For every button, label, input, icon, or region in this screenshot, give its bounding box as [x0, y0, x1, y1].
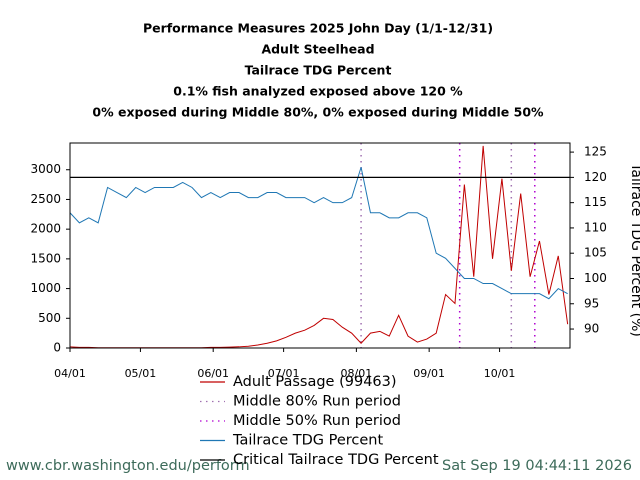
footer-timestamp: Sat Sep 19 04:44:11 2026 — [442, 458, 632, 474]
y-tick-label: 2000 — [30, 222, 61, 236]
y2-tick-label: 125 — [584, 145, 607, 159]
y-tick-label: 3000 — [30, 162, 61, 176]
subtitle: 0% exposed during Middle 80%, 0% exposed… — [92, 105, 544, 120]
y2-tick-label: 115 — [584, 195, 607, 209]
footer-url: www.cbr.washington.edu/perform — [6, 458, 250, 474]
data-line — [69, 145, 569, 349]
subtitle: Adult Steelhead — [261, 42, 374, 57]
y2-tick-label: 90 — [584, 322, 599, 336]
x-tick-label: 07/01 — [268, 367, 300, 380]
x-tick-label: 05/01 — [125, 367, 157, 380]
x-tick-label: 09/01 — [413, 367, 445, 380]
data-line — [69, 167, 568, 300]
y2-tick-label: 105 — [584, 246, 607, 260]
legend-label: Adult Passage (99463) — [233, 374, 397, 390]
x-tick-label: 10/01 — [484, 367, 516, 380]
legend-label: Tailrace TDG Percent — [232, 433, 383, 449]
x-tick-label: 06/01 — [197, 367, 229, 380]
subtitle: Tailrace TDG Percent — [245, 63, 392, 78]
y-tick-label: 2500 — [30, 192, 61, 206]
y2-tick-label: 100 — [584, 271, 607, 285]
y2-tick-label: 120 — [584, 170, 607, 184]
y2-tick-label: 95 — [584, 296, 599, 310]
plot-frame — [69, 142, 571, 349]
chart-title: Performance Measures 2025 John Day (1/1-… — [143, 21, 493, 36]
subtitle: 0.1% fish analyzed exposed above 120 % — [173, 84, 463, 99]
legend-label: Critical Tailrace TDG Percent — [233, 452, 439, 468]
x-tick-label: 08/01 — [341, 367, 373, 380]
legend-label: Middle 80% Run period — [233, 394, 401, 410]
y-tick-label: 0 — [53, 341, 61, 355]
y2-axis-label: Tailrace TDG Percent (%) — [628, 162, 640, 337]
y2-tick-label: 110 — [584, 220, 607, 234]
x-tick-label: 04/01 — [54, 367, 86, 380]
legend-label: Middle 50% Run period — [233, 413, 401, 429]
y-tick-label: 1500 — [30, 251, 61, 265]
y-tick-label: 500 — [38, 311, 61, 325]
y-tick-label: 1000 — [30, 281, 61, 295]
